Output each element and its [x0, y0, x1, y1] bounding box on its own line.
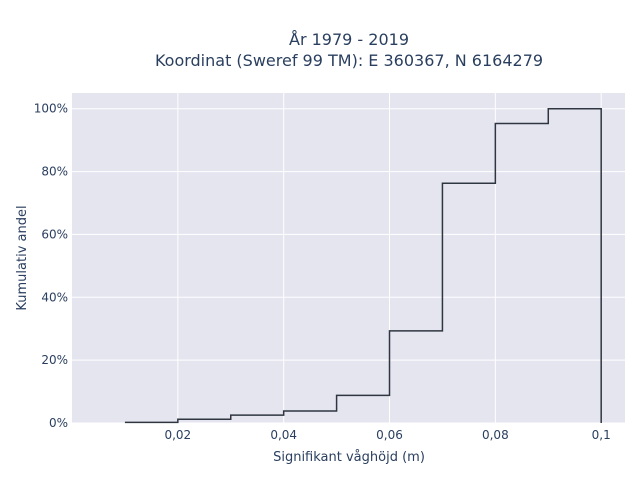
y-tick-label: 0% — [49, 416, 68, 430]
y-tick-label: 80% — [41, 165, 68, 179]
y-tick-label: 40% — [41, 290, 68, 304]
x-axis-ticks: 0,02 0,04 0,06 0,08 0,1 — [164, 428, 610, 442]
x-tick-label: 0,08 — [482, 428, 509, 442]
y-axis-ticks: 0% 20% 40% 60% 80% 100% — [34, 102, 68, 430]
x-axis-title: Signifikant våghöjd (m) — [273, 450, 425, 465]
y-tick-label: 60% — [41, 227, 68, 241]
plot-background — [72, 93, 625, 423]
y-axis-title: Kumulativ andel — [15, 205, 30, 310]
chart-title-line1: År 1979 - 2019 — [289, 30, 409, 49]
x-tick-label: 0,06 — [376, 428, 403, 442]
x-tick-label: 0,02 — [164, 428, 191, 442]
x-tick-label: 0,1 — [592, 428, 611, 442]
x-tick-label: 0,04 — [270, 428, 297, 442]
cumulative-step-line — [124, 107, 602, 424]
y-tick-label: 20% — [41, 353, 68, 367]
chart-title-line2: Koordinat (Sweref 99 TM): E 360367, N 61… — [155, 51, 543, 70]
y-tick-label: 100% — [34, 102, 68, 116]
